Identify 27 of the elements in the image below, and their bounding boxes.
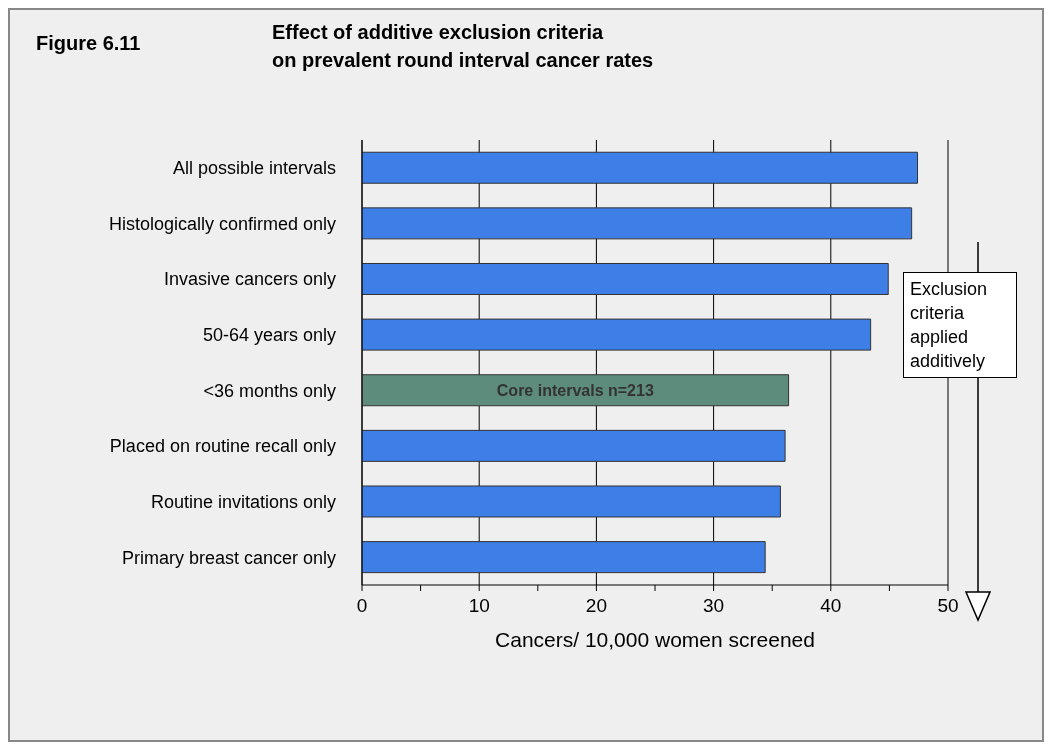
y-tick-label: All possible intervals [172,158,336,179]
y-tick-label: Histologically confirmed only [108,213,336,234]
bar [362,318,872,351]
y-tick-label: Placed on routine recall only [109,436,336,457]
chart-title: Effect of additive exclusion criteria on prevalent round interval cancer rates [272,20,654,73]
bar [362,374,790,407]
y-tick-label: 50-64 years only [202,325,336,346]
y-tick-label: Primary breast cancer only [121,547,336,568]
x-tick-label: 50 [937,595,959,617]
x-axis-title: Cancers/ 10,000 women screened [495,628,815,651]
caption: Figure 6.11 [36,32,141,55]
x-tick-label: 20 [585,595,607,617]
bar [362,429,786,462]
annotation: Exclusion criteria applied additively [903,272,1017,378]
y-tick-label: Invasive cancers only [163,269,336,290]
bar [362,541,766,574]
bar [362,207,913,240]
y-tick-label: <36 months only [203,380,336,401]
y-tick-label: Routine invitations only [150,491,336,512]
annotation: Core intervals n=213 [496,381,654,399]
bar [362,262,889,295]
x-tick-label: 0 [356,595,368,617]
bar [362,485,781,518]
x-tick-label: 40 [820,595,842,617]
x-tick-label: 30 [703,595,725,617]
x-tick-label: 10 [468,595,490,617]
bar [362,151,919,184]
